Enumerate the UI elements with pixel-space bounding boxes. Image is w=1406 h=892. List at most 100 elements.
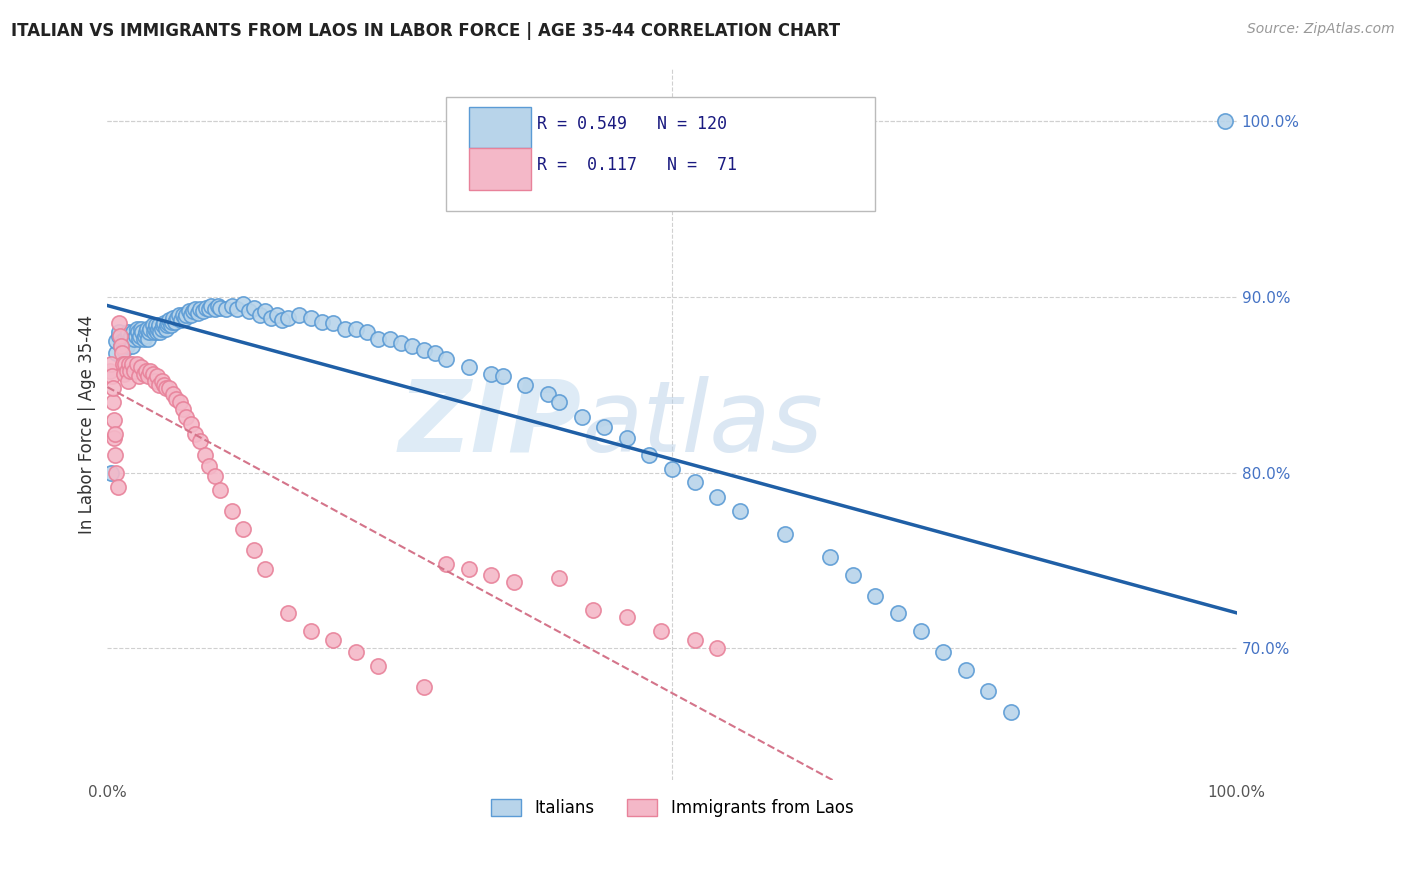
Point	[215, 302, 238, 317]
Point	[104, 427, 127, 442]
Point	[378, 332, 401, 346]
Point	[773, 527, 796, 541]
Point	[118, 357, 141, 371]
Point	[135, 321, 157, 335]
Point	[145, 318, 167, 332]
Point	[232, 522, 254, 536]
Point	[457, 360, 479, 375]
Text: atlas: atlas	[582, 376, 824, 473]
Point	[159, 318, 181, 332]
Point	[188, 434, 211, 449]
Legend: Italians, Immigrants from Laos: Italians, Immigrants from Laos	[482, 790, 862, 825]
Point	[367, 332, 389, 346]
Point	[148, 318, 170, 332]
Point	[128, 332, 150, 346]
Point	[129, 360, 152, 375]
Point	[150, 321, 173, 335]
Point	[142, 368, 165, 382]
Point	[515, 377, 537, 392]
Point	[121, 357, 143, 371]
Point	[356, 325, 378, 339]
Point	[204, 469, 226, 483]
Point	[932, 645, 955, 659]
Point	[243, 543, 266, 558]
Point	[479, 567, 502, 582]
Point	[728, 504, 751, 518]
Point	[910, 624, 932, 638]
Point	[198, 302, 221, 317]
Point	[118, 332, 141, 346]
Point	[101, 381, 124, 395]
Point	[162, 311, 184, 326]
Point	[139, 321, 162, 335]
Point	[955, 663, 977, 677]
Point	[149, 325, 172, 339]
Point	[174, 311, 197, 326]
Point	[138, 325, 160, 339]
Point	[107, 328, 129, 343]
Point	[107, 325, 129, 339]
Point	[492, 369, 515, 384]
Point	[153, 317, 176, 331]
Point	[170, 313, 193, 327]
Point	[176, 308, 198, 322]
Point	[260, 311, 283, 326]
Point	[221, 299, 243, 313]
Point	[176, 409, 198, 424]
Point	[254, 562, 277, 576]
Point	[661, 462, 683, 476]
Point	[172, 402, 194, 417]
Point	[153, 377, 176, 392]
Point	[105, 346, 128, 360]
FancyBboxPatch shape	[468, 148, 531, 189]
Point	[503, 574, 526, 589]
Point	[132, 368, 155, 382]
Point	[226, 302, 249, 317]
FancyBboxPatch shape	[468, 107, 531, 148]
Point	[125, 321, 148, 335]
Point	[118, 364, 141, 378]
Point	[311, 315, 333, 329]
Point	[367, 659, 389, 673]
Point	[548, 395, 571, 409]
Point	[100, 466, 122, 480]
Point	[169, 395, 191, 409]
Point	[322, 317, 344, 331]
Point	[105, 334, 128, 348]
Point	[181, 304, 204, 318]
Point	[162, 386, 184, 401]
Point	[683, 475, 706, 489]
Point	[114, 332, 136, 346]
Point	[412, 343, 434, 357]
Point	[344, 645, 367, 659]
Point	[683, 632, 706, 647]
Point	[616, 610, 638, 624]
Point	[146, 369, 169, 384]
Point	[129, 321, 152, 335]
Point	[537, 386, 560, 401]
Point	[389, 335, 412, 350]
Point	[204, 302, 226, 317]
Point	[155, 321, 177, 335]
Point	[110, 339, 132, 353]
Point	[254, 304, 277, 318]
Point	[322, 632, 344, 647]
Point	[706, 641, 728, 656]
Point	[977, 683, 1000, 698]
Point	[135, 325, 157, 339]
Point	[159, 381, 181, 395]
Point	[165, 392, 187, 406]
Point	[107, 317, 129, 331]
Point	[638, 448, 661, 462]
Point	[150, 375, 173, 389]
Point	[115, 364, 138, 378]
Point	[172, 308, 194, 322]
Point	[111, 334, 134, 348]
Point	[271, 313, 294, 327]
Y-axis label: In Labor Force | Age 35-44: In Labor Force | Age 35-44	[79, 315, 96, 534]
Point	[148, 321, 170, 335]
Point	[232, 297, 254, 311]
Point	[101, 369, 124, 384]
Point	[160, 315, 183, 329]
Point	[143, 321, 166, 335]
